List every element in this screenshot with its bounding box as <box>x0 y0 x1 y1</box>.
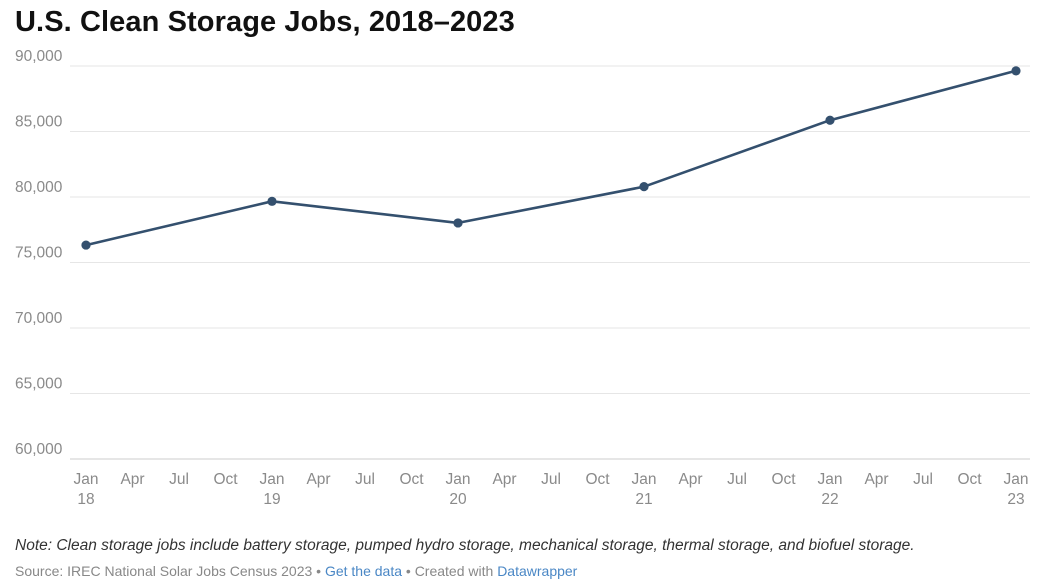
x-tick-year-label: 23 <box>1007 491 1024 508</box>
x-tick-label: Jan <box>74 471 99 488</box>
data-point <box>825 115 835 125</box>
data-point <box>81 240 91 250</box>
x-tick-label: Apr <box>678 471 702 488</box>
datawrapper-link[interactable]: Datawrapper <box>497 563 578 579</box>
x-axis-ticks: Jan 18 Apr Jul Oct Jan 19 Apr Jul Oct Jan 20 Apr Jul O… <box>74 471 1029 508</box>
created-with-text: • Created with <box>402 563 498 579</box>
x-tick-label: Oct <box>399 471 424 488</box>
y-tick-label: 85,000 <box>15 114 63 131</box>
x-tick-label: Jan <box>446 471 471 488</box>
y-tick-label: 90,000 <box>15 48 63 65</box>
x-tick-year-label: 22 <box>821 491 838 508</box>
x-tick-label: Oct <box>771 471 796 488</box>
x-tick-label: Apr <box>492 471 516 488</box>
x-tick-label: Jan <box>1004 471 1029 488</box>
source-line: Source: IREC National Solar Jobs Census … <box>15 563 577 579</box>
x-tick-label: Apr <box>120 471 144 488</box>
data-point <box>1011 66 1021 76</box>
x-tick-year-label: 18 <box>77 491 94 508</box>
y-tick-label: 75,000 <box>15 245 63 262</box>
y-tick-label: 80,000 <box>15 179 63 196</box>
x-tick-label: Apr <box>306 471 330 488</box>
y-tick-label: 65,000 <box>15 376 63 393</box>
x-tick-label: Jul <box>169 471 189 488</box>
series-line-layer <box>84 69 1018 247</box>
x-tick-label: Jul <box>913 471 933 488</box>
data-point <box>267 196 277 206</box>
y-tick-label: 60,000 <box>15 441 63 458</box>
gridlines <box>70 65 1030 460</box>
x-tick-year-label: 21 <box>635 491 652 508</box>
series-line <box>84 69 1018 247</box>
data-point <box>639 182 649 192</box>
x-tick-label: Jul <box>355 471 375 488</box>
line-chart: 60,000 65,000 70,000 75,000 80,000 85,000 90,0… <box>15 48 1030 508</box>
x-tick-label: Jan <box>818 471 843 488</box>
x-tick-label: Jan <box>260 471 285 488</box>
data-point <box>453 218 463 228</box>
chart-note: Note: Clean storage jobs include battery… <box>15 537 915 554</box>
x-tick-label: Jul <box>727 471 747 488</box>
x-tick-label: Jul <box>541 471 561 488</box>
x-tick-year-label: 20 <box>449 491 467 508</box>
y-tick-label: 70,000 <box>15 310 63 327</box>
source-text: Source: IREC National Solar Jobs Census … <box>15 563 325 579</box>
x-tick-label: Apr <box>864 471 888 488</box>
x-tick-year-label: 19 <box>263 491 280 508</box>
x-tick-label: Jan <box>632 471 657 488</box>
x-tick-label: Oct <box>957 471 982 488</box>
x-tick-label: Oct <box>213 471 238 488</box>
chart-title: U.S. Clean Storage Jobs, 2018–2023 <box>15 6 515 38</box>
y-axis-ticks: 60,000 65,000 70,000 75,000 80,000 85,000 90,0… <box>15 48 63 458</box>
x-tick-label: Oct <box>585 471 610 488</box>
data-points <box>81 66 1021 250</box>
get-the-data-link[interactable]: Get the data <box>324 563 403 579</box>
